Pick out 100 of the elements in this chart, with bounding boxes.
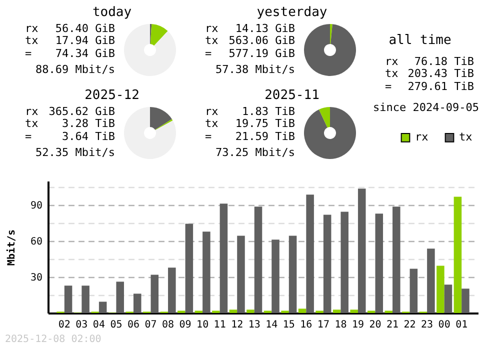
bar bbox=[133, 294, 142, 313]
bar bbox=[436, 266, 444, 313]
legend-label: rx bbox=[415, 130, 429, 144]
y-tick-label: 30 bbox=[30, 272, 42, 284]
text: all time bbox=[388, 33, 452, 48]
text: tx bbox=[205, 117, 219, 130]
y-tick-label: 90 bbox=[30, 200, 42, 212]
text: 365.62 GiB bbox=[48, 105, 116, 118]
bar bbox=[306, 194, 314, 313]
bar bbox=[246, 310, 254, 313]
x-tick-label: 03 bbox=[76, 320, 88, 330]
bar bbox=[410, 268, 418, 313]
text: 57.38 Mbit/s bbox=[216, 63, 295, 76]
text: tx bbox=[205, 34, 219, 47]
bar bbox=[288, 236, 297, 313]
text: rx bbox=[205, 22, 219, 35]
text: rx bbox=[25, 105, 39, 118]
text: 14.13 GiB bbox=[235, 22, 296, 35]
x-tick-label: 21 bbox=[386, 320, 399, 330]
text: 88.69 Mbit/s bbox=[36, 63, 115, 76]
text: 52.35 Mbit/s bbox=[36, 146, 115, 159]
legend-label: tx bbox=[459, 130, 473, 144]
chart-title: today bbox=[92, 5, 132, 20]
y-axis-title: Mbit/s bbox=[5, 229, 18, 266]
text: = bbox=[205, 130, 212, 143]
bar bbox=[375, 214, 384, 313]
bar bbox=[323, 214, 332, 313]
text: 1.83 TiB bbox=[242, 105, 296, 118]
x-tick-label: 09 bbox=[179, 320, 192, 330]
text: 74.34 GiB bbox=[55, 47, 116, 60]
bar bbox=[454, 196, 462, 313]
x-tick-label: 18 bbox=[334, 320, 347, 330]
donut-slice bbox=[124, 24, 176, 76]
bar bbox=[237, 236, 245, 313]
bar bbox=[298, 308, 306, 313]
donut-slice bbox=[304, 24, 356, 76]
bar bbox=[185, 224, 194, 313]
chart-title: 2025-11 bbox=[264, 88, 320, 103]
text: tx bbox=[25, 34, 39, 47]
bar bbox=[340, 212, 348, 313]
bar bbox=[350, 310, 358, 313]
x-tick-label: 14 bbox=[266, 320, 278, 330]
y-tick-label: 60 bbox=[30, 236, 42, 248]
x-tick-label: 13 bbox=[248, 320, 260, 330]
x-tick-label: 00 bbox=[438, 320, 450, 330]
bar bbox=[358, 188, 366, 313]
text: 3.64 TiB bbox=[62, 130, 116, 143]
bar bbox=[444, 284, 452, 313]
text: rx bbox=[25, 22, 39, 35]
text: 56.40 GiB bbox=[55, 22, 116, 35]
x-tick-label: 12 bbox=[231, 320, 244, 330]
bar bbox=[392, 206, 400, 313]
text: 563.06 GiB bbox=[228, 34, 296, 47]
text: = bbox=[385, 80, 392, 93]
chart-title: 2025-12 bbox=[84, 88, 140, 103]
bar bbox=[168, 268, 176, 313]
x-tick-label: 04 bbox=[92, 320, 105, 330]
x-tick-label: 01 bbox=[456, 320, 468, 330]
bar bbox=[427, 248, 435, 313]
chart-title: yesterday bbox=[256, 5, 328, 20]
bar bbox=[220, 204, 228, 313]
x-tick-label: 23 bbox=[421, 320, 434, 330]
text: 73.25 Mbit/s bbox=[216, 146, 295, 159]
text: 577.19 GiB bbox=[228, 47, 296, 60]
bar bbox=[332, 310, 341, 313]
x-tick-label: 11 bbox=[214, 320, 226, 330]
text: tx bbox=[25, 117, 39, 130]
x-tick-label: 16 bbox=[300, 320, 312, 330]
x-tick-label: 02 bbox=[58, 320, 70, 330]
x-tick-label: 10 bbox=[196, 320, 209, 330]
bar bbox=[462, 288, 470, 313]
text: 279.61 TiB bbox=[408, 80, 474, 93]
text: since 2024-09-05 bbox=[373, 101, 479, 114]
text: 76.18 TiB bbox=[414, 55, 474, 68]
x-tick-label: 17 bbox=[317, 320, 330, 330]
bar bbox=[272, 240, 280, 313]
x-tick-label: 19 bbox=[352, 320, 364, 330]
text: 17.94 GiB bbox=[55, 34, 116, 47]
text: 19.75 TiB bbox=[235, 117, 296, 130]
x-tick-label: 22 bbox=[404, 320, 416, 330]
text: = bbox=[205, 47, 212, 60]
donut-slice bbox=[318, 107, 330, 128]
bar bbox=[254, 206, 262, 313]
donut-slice bbox=[124, 107, 176, 159]
text: 21.59 TiB bbox=[235, 130, 296, 143]
x-tick-label: 15 bbox=[282, 320, 295, 330]
x-tick-label: 06 bbox=[127, 320, 140, 330]
text: 203.43 TiB bbox=[408, 67, 474, 80]
x-tick-label: 08 bbox=[162, 320, 174, 330]
bar bbox=[150, 274, 159, 313]
text: 3.28 TiB bbox=[62, 117, 116, 130]
bar bbox=[64, 286, 72, 313]
donut-slice bbox=[150, 24, 168, 46]
bar bbox=[229, 310, 238, 313]
text: = bbox=[25, 130, 32, 143]
donut-slice bbox=[150, 107, 172, 130]
bar bbox=[202, 232, 210, 313]
donut-slice bbox=[155, 119, 173, 130]
text: tx bbox=[385, 67, 399, 80]
x-tick-label: 20 bbox=[369, 320, 382, 330]
